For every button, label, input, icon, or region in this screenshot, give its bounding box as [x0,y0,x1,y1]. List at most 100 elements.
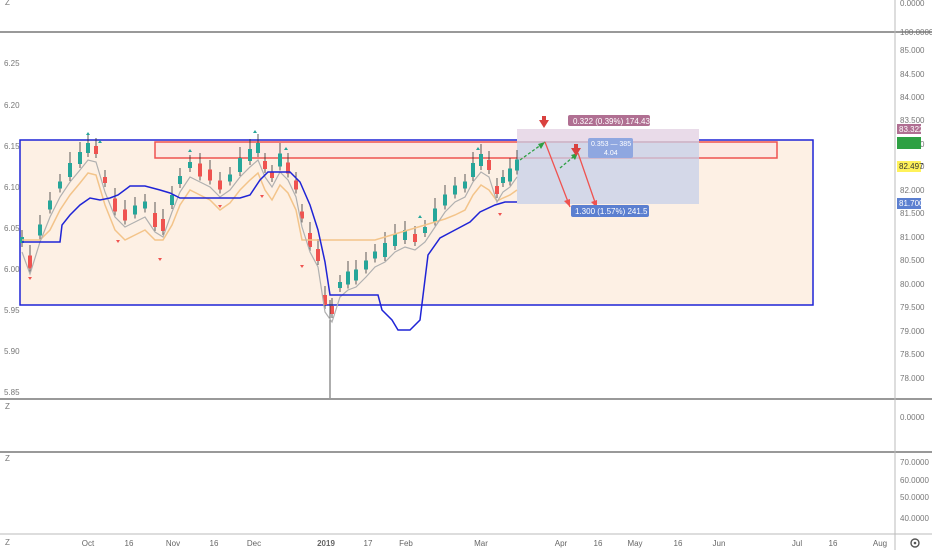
candle-body [238,158,242,172]
candle-body [256,143,260,153]
price-tag-current-text: 82.497 [899,162,924,171]
main-axis-top-label: 100.0000 [900,28,932,37]
corner-label-z-mid: Z [5,402,10,411]
signal-marker-up [253,130,257,133]
time-axis-label: May [627,539,642,548]
time-axis-label: Dec [247,539,261,548]
signal-marker-up [418,215,422,218]
projection-arrows [519,116,598,209]
candle-body [133,205,137,215]
signal-marker-down [158,258,162,261]
left-axis-label: 5.85 [4,388,20,397]
price-tag-lower [897,198,921,209]
candle-body [218,180,222,190]
signal-marker-down [218,205,222,208]
time-axis-label: Jul [792,539,802,548]
candle-body [393,234,397,246]
left-axis-label: 5.90 [4,347,20,356]
candle-body [453,185,457,195]
signal-marker-down [300,265,304,268]
candle-body [153,213,157,227]
target-zone-upper[interactable] [517,129,699,141]
candle-body [354,269,358,281]
candle-body [373,251,377,259]
upper-measure-tag[interactable] [568,115,650,126]
left-axis-label: 6.00 [4,265,20,274]
projection-up-arrowhead-1 [538,142,545,149]
candle-body [495,186,499,194]
candle-body [346,271,350,285]
candle-body [58,181,62,189]
candle-body [188,162,192,168]
candle-body [463,181,467,189]
signal-marker-down [498,213,502,216]
candle-body [323,295,327,305]
candle-body [143,201,147,209]
right-axis-label: 81.500 [900,209,925,218]
candle-body [28,255,32,269]
candle-body [278,153,282,167]
osc1-axis-label: 0.0000 [900,413,925,422]
candle-body [286,162,290,174]
left-price-axis: 6.25 6.20 6.15 6.10 6.05 6.00 5.95 5.90 5.85 [4,59,20,397]
right-axis-label: 84.000 [900,93,925,102]
right-axis-label: 82.000 [900,186,925,195]
top-pane-axis-label: 0.0000 [900,0,925,8]
lower-measure-tag[interactable] [571,205,649,217]
time-axis-label: Apr [555,539,568,548]
right-axis-label: 78.500 [900,350,925,359]
candle-body [161,219,165,231]
right-axis-label: 79.000 [900,327,925,336]
candle-body [248,149,252,161]
time-axis-label: Jun [713,539,726,548]
candle-body [433,208,437,222]
projection-down-arrow-2 [577,152,598,209]
right-axis-label: 79.500 [900,303,925,312]
candle-body [38,224,42,236]
candle-body [68,163,72,177]
time-axis-label: Nov [166,539,180,548]
candle-body [94,146,98,154]
projection-up-arrow-2 [559,152,579,169]
range-channel-box[interactable] [19,139,814,306]
candle-body [228,174,232,182]
candle-body [294,180,298,190]
candle-body [383,243,387,257]
sell-marker-1-stem [542,116,546,121]
osc2-axis-label: 70.0000 [900,458,929,467]
settings-gear-icon[interactable] [910,538,920,548]
price-tag-upper-text: 83.322 [899,125,924,134]
signal-marker-up [86,132,90,135]
signal-marker-down [116,240,120,243]
right-axis-label: 78.000 [900,374,925,383]
candle-body [123,209,127,221]
candle-body [413,234,417,242]
left-axis-label: 6.25 [4,59,20,68]
left-axis-label: 6.15 [4,142,20,151]
lower-measure-text: 1.300 (1.57%) 241.5 [575,207,648,216]
sell-marker-2-stem [574,144,578,149]
right-axis-label: 81.000 [900,233,925,242]
candle-body [270,172,274,178]
signal-marker-down [28,277,32,280]
candle-body [103,177,107,183]
candle-body [423,227,427,233]
candle-body [198,163,202,177]
right-axis-label: 80.000 [900,280,925,289]
left-axis-label: 5.95 [4,306,20,315]
signal-marker-down [260,195,264,198]
osc2-axis: 70.0000 60.0000 50.0000 40.0000 [900,458,929,523]
candlestick-series [20,130,519,398]
time-axis-label: Oct [82,539,95,548]
mid-measure-text-1: 0.353 — 385 [591,141,631,148]
upper-measure-text: 0.322 (0.39%) 174.43 [573,117,650,126]
time-axis-label: 16 [594,539,603,548]
candle-body [170,195,174,205]
candle-body [48,200,52,210]
time-axis-label: Feb [399,539,413,548]
candle-body [471,163,475,177]
mid-measure-tag[interactable] [588,138,633,158]
signal-marker-up [98,140,102,143]
price-tag-upper [897,124,921,134]
